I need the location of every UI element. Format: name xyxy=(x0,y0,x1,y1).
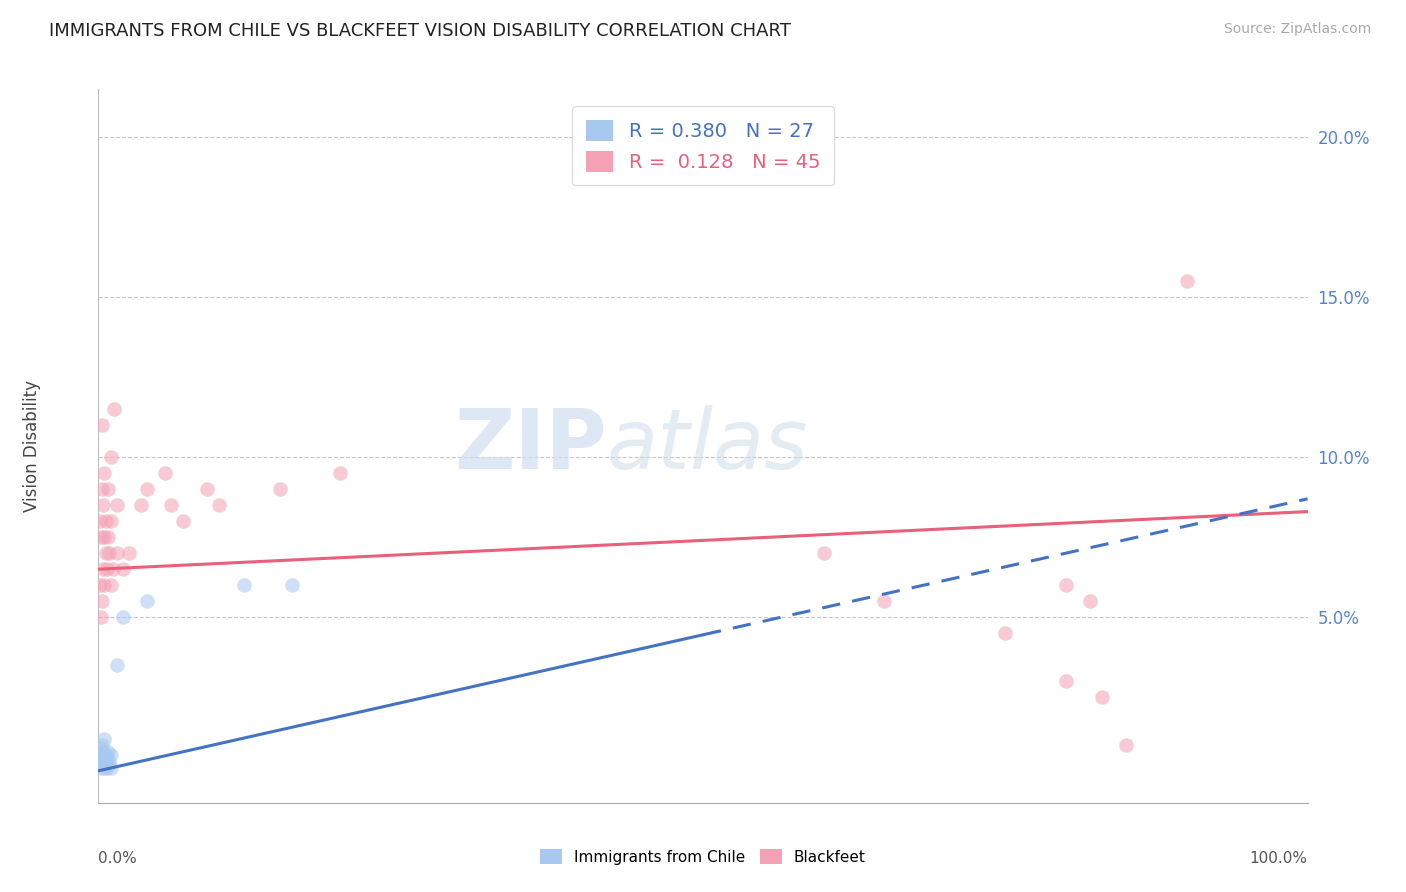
Point xyxy=(89,578,111,592)
Point xyxy=(96,751,118,765)
Point xyxy=(153,466,176,480)
Point xyxy=(93,466,115,480)
Text: ZIP: ZIP xyxy=(454,406,606,486)
Point xyxy=(98,546,121,560)
Point xyxy=(90,530,112,544)
Text: 100.0%: 100.0% xyxy=(1250,851,1308,866)
Point xyxy=(281,578,304,592)
Point xyxy=(1078,594,1101,608)
Point xyxy=(1091,690,1114,705)
Point xyxy=(91,738,114,752)
Point xyxy=(873,594,896,608)
Point xyxy=(101,562,124,576)
Point xyxy=(105,498,128,512)
Point xyxy=(97,482,120,496)
Point xyxy=(90,610,112,624)
Point xyxy=(100,747,122,762)
Point xyxy=(91,418,114,433)
Point xyxy=(100,514,122,528)
Text: Source: ZipAtlas.com: Source: ZipAtlas.com xyxy=(1223,22,1371,37)
Point xyxy=(89,754,111,768)
Point xyxy=(97,745,120,759)
Point xyxy=(91,594,114,608)
Point xyxy=(100,450,122,465)
Point xyxy=(269,482,291,496)
Point xyxy=(135,594,157,608)
Point xyxy=(93,751,115,765)
Point xyxy=(89,745,111,759)
Point xyxy=(160,498,183,512)
Point xyxy=(329,466,352,480)
Point xyxy=(98,754,121,768)
Point xyxy=(90,741,112,756)
Legend: Immigrants from Chile, Blackfeet: Immigrants from Chile, Blackfeet xyxy=(534,843,872,871)
Point xyxy=(135,482,157,496)
Text: IMMIGRANTS FROM CHILE VS BLACKFEET VISION DISABILITY CORRELATION CHART: IMMIGRANTS FROM CHILE VS BLACKFEET VISIO… xyxy=(49,22,792,40)
Point xyxy=(91,562,114,576)
Point xyxy=(1054,578,1077,592)
Point xyxy=(208,498,231,512)
Point xyxy=(91,757,114,772)
Point xyxy=(232,578,254,592)
Point xyxy=(93,530,115,544)
Point xyxy=(91,747,114,762)
Point xyxy=(94,514,117,528)
Point xyxy=(1115,738,1137,752)
Point xyxy=(90,751,112,765)
Point xyxy=(994,626,1017,640)
Point xyxy=(105,546,128,560)
Point xyxy=(96,562,118,576)
Point xyxy=(100,761,122,775)
Point xyxy=(96,761,118,775)
Point xyxy=(1175,274,1198,288)
Point xyxy=(118,546,141,560)
Legend: R = 0.380   N = 27, R =  0.128   N = 45: R = 0.380 N = 27, R = 0.128 N = 45 xyxy=(572,106,834,186)
Point xyxy=(129,498,152,512)
Text: 0.0%: 0.0% xyxy=(98,851,138,866)
Point xyxy=(97,757,120,772)
Text: Vision Disability: Vision Disability xyxy=(22,380,41,512)
Point xyxy=(103,402,125,417)
Point xyxy=(813,546,835,560)
Point xyxy=(93,731,115,746)
Point xyxy=(93,761,115,775)
Point xyxy=(1054,674,1077,689)
Point xyxy=(105,658,128,673)
Point xyxy=(94,757,117,772)
Point xyxy=(94,546,117,560)
Point xyxy=(90,761,112,775)
Point xyxy=(91,754,114,768)
Point xyxy=(172,514,194,528)
Point xyxy=(100,578,122,592)
Point xyxy=(93,578,115,592)
Point xyxy=(195,482,218,496)
Point xyxy=(94,747,117,762)
Point xyxy=(91,482,114,496)
Text: atlas: atlas xyxy=(606,406,808,486)
Point xyxy=(111,610,134,624)
Point xyxy=(89,514,111,528)
Point xyxy=(91,498,114,512)
Point xyxy=(111,562,134,576)
Point xyxy=(91,745,114,759)
Point xyxy=(97,530,120,544)
